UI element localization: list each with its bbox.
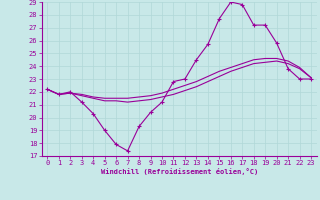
X-axis label: Windchill (Refroidissement éolien,°C): Windchill (Refroidissement éolien,°C) [100, 168, 258, 175]
